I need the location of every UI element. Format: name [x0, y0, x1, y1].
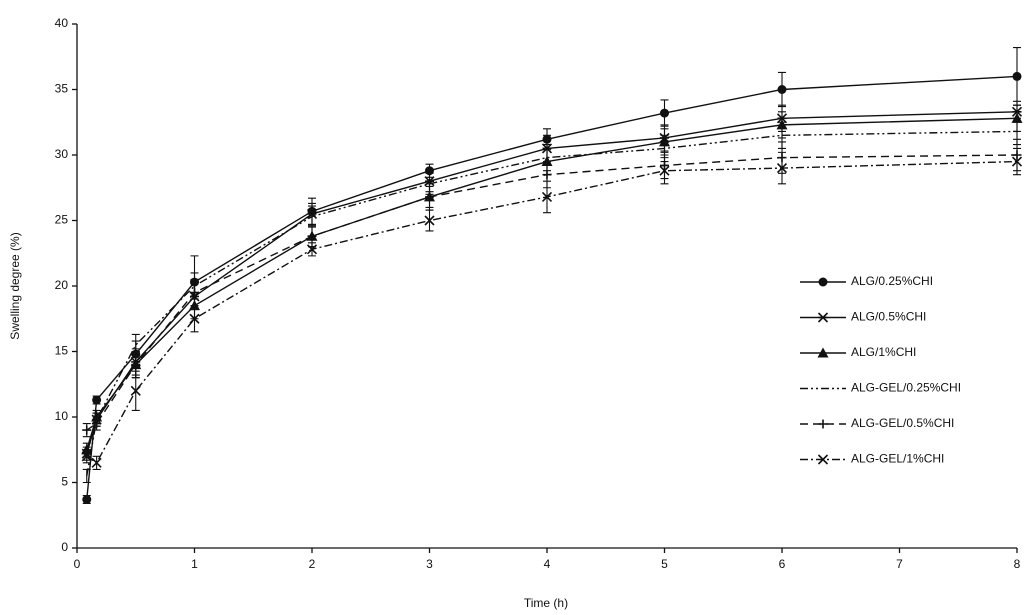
marker-shape	[660, 108, 669, 118]
marker-shape	[818, 277, 828, 287]
legend-label: ALG/1%CHI	[851, 345, 916, 359]
marker	[659, 165, 670, 176]
marker-shape	[776, 163, 788, 174]
marker	[817, 312, 829, 323]
marker-shape	[1011, 156, 1023, 167]
marker	[424, 215, 435, 226]
marker-shape	[818, 419, 828, 429]
marker	[92, 395, 102, 405]
legend-label: ALG-GEL/1%CHI	[851, 452, 944, 466]
marker-shape	[131, 360, 141, 370]
marker	[1011, 156, 1023, 167]
marker	[818, 277, 828, 287]
marker	[818, 419, 828, 429]
series-line	[86, 130, 1018, 477]
marker-shape	[425, 192, 434, 202]
marker	[190, 288, 199, 298]
legend-label: ALG/0.25%CHI	[851, 274, 933, 288]
x-tick-label: 8	[1014, 557, 1021, 571]
y-tick-label: 20	[55, 278, 69, 292]
y-tick-label: 5	[61, 475, 68, 489]
marker	[776, 163, 788, 174]
x-tick-label: 4	[544, 557, 551, 571]
x-tick-label: 7	[896, 557, 903, 571]
marker-shape	[307, 231, 317, 241]
marker	[306, 244, 318, 255]
marker-shape	[817, 347, 829, 358]
marker-shape	[817, 454, 829, 465]
marker-shape	[541, 191, 553, 202]
marker	[817, 454, 829, 465]
marker	[82, 495, 92, 505]
x-tick-label: 1	[191, 557, 198, 571]
error-bar	[82, 468, 91, 484]
x-tick-label: 0	[74, 557, 81, 571]
marker	[542, 170, 552, 180]
y-tick-label: 10	[55, 409, 69, 423]
marker	[541, 191, 553, 202]
y-tick-label: 30	[55, 147, 69, 161]
marker-shape	[777, 85, 787, 94]
marker-shape	[82, 495, 92, 505]
marker	[307, 231, 317, 241]
legend-label: ALG/0.5%CHI	[851, 310, 926, 324]
legend-label: ALG-GEL/0.25%CHI	[851, 381, 961, 395]
marker-shape	[659, 165, 670, 176]
marker	[92, 419, 102, 429]
marker	[425, 192, 434, 202]
marker	[82, 425, 92, 435]
y-tick-label: 25	[55, 213, 69, 227]
marker	[660, 108, 669, 118]
x-tick-label: 2	[309, 557, 316, 571]
series-line	[86, 154, 1018, 431]
marker-shape	[189, 313, 200, 324]
marker-shape	[81, 451, 92, 462]
x-tick-label: 3	[426, 557, 433, 571]
x-axis-label: Time (h)	[524, 596, 568, 610]
marker-shape	[1012, 71, 1022, 81]
series-line	[86, 160, 1018, 464]
marker-shape	[817, 312, 829, 323]
x-tick-label: 5	[661, 557, 668, 571]
y-tick-label: 35	[55, 82, 69, 96]
marker	[1012, 71, 1022, 81]
y-tick-label: 40	[55, 16, 69, 30]
marker-shape	[91, 457, 102, 468]
y-tick-label: 0	[61, 540, 68, 554]
legend-label: ALG-GEL/0.5%CHI	[851, 416, 954, 430]
x-tick-label: 6	[779, 557, 786, 571]
marker-shape	[92, 395, 102, 405]
marker	[189, 313, 200, 324]
marker-shape	[92, 419, 102, 429]
y-tick-label: 15	[55, 344, 69, 358]
y-axis-label: Swelling degree (%)	[8, 232, 22, 339]
marker-shape	[424, 215, 435, 226]
series-line	[86, 75, 1018, 500]
marker	[131, 360, 141, 370]
marker-shape	[130, 385, 141, 396]
marker	[91, 457, 102, 468]
marker	[817, 347, 829, 358]
marker-shape	[542, 170, 552, 180]
marker	[81, 451, 92, 462]
marker-shape	[306, 244, 318, 255]
marker	[130, 385, 141, 396]
marker-shape	[82, 425, 92, 435]
marker-shape	[190, 288, 199, 298]
marker	[777, 85, 787, 94]
